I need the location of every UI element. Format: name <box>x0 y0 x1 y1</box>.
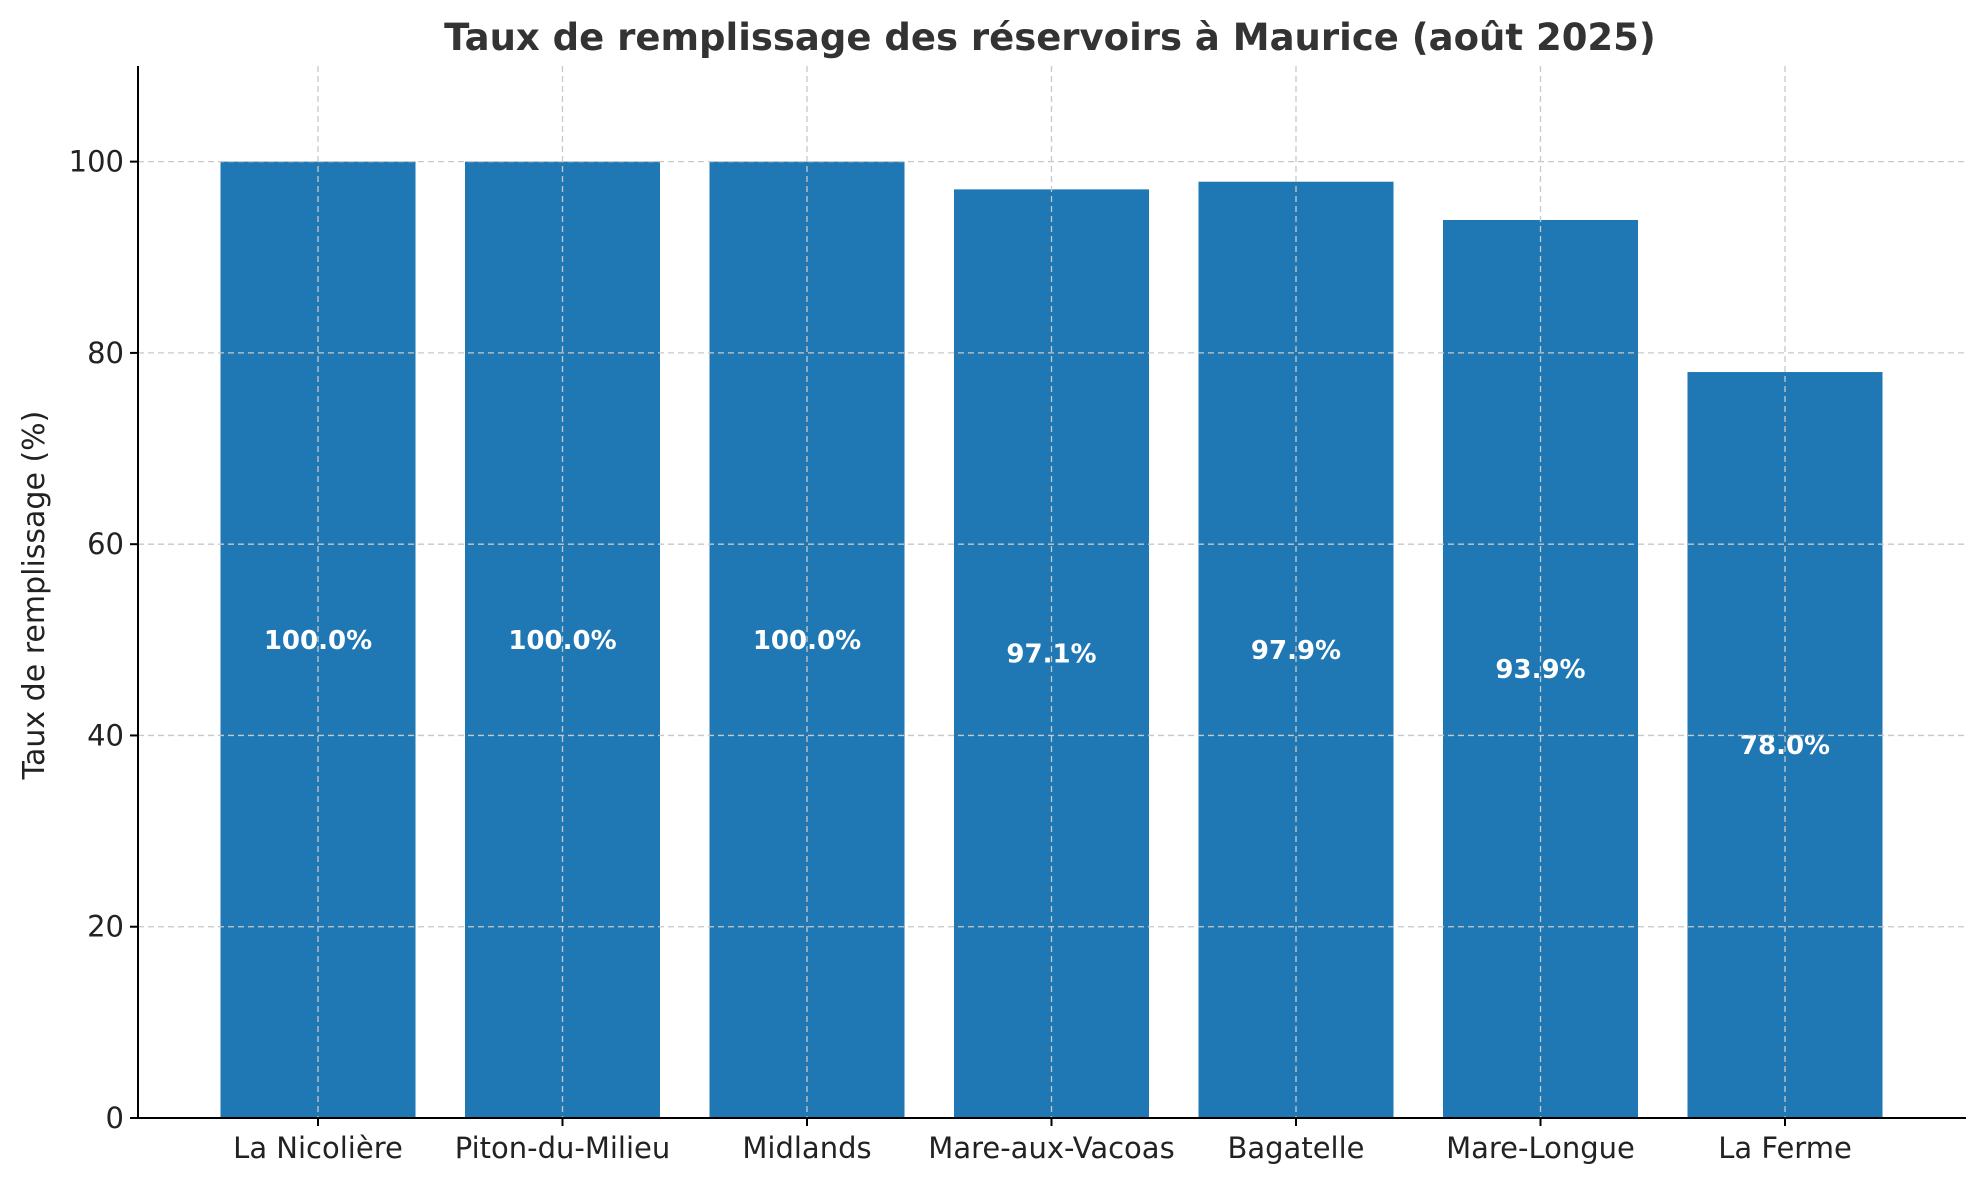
y-tick-label: 60 <box>87 527 124 561</box>
x-tick-label: Mare-Longue <box>1446 1131 1635 1165</box>
y-tick-label: 100 <box>69 145 124 179</box>
grid <box>138 66 1966 1119</box>
y-tick-label: 20 <box>87 910 124 944</box>
bar-data-label: 97.1% <box>1006 640 1096 670</box>
x-tick-label: La Ferme <box>1718 1131 1852 1165</box>
x-tick-label: Bagatelle <box>1227 1131 1364 1165</box>
ticks: 0 20 40 60 80 100 La Nicolière Piton-du-Milieu M… <box>69 145 1852 1165</box>
y-tick-label: 0 <box>106 1101 124 1135</box>
y-tick-label: 40 <box>87 718 124 752</box>
x-tick-label: La Nicolière <box>233 1131 403 1165</box>
chart-title: Taux de remplissage des réservoirs à Mau… <box>444 16 1656 59</box>
x-tick-label: Mare-aux-Vacoas <box>928 1131 1174 1165</box>
y-axis-label: Taux de remplissage (%) <box>17 411 52 781</box>
bar <box>954 189 1149 1118</box>
x-tick-label: Piton-du-Milieu <box>455 1131 671 1165</box>
x-tick-label: Midlands <box>742 1131 871 1165</box>
y-tick-label: 80 <box>87 336 124 370</box>
